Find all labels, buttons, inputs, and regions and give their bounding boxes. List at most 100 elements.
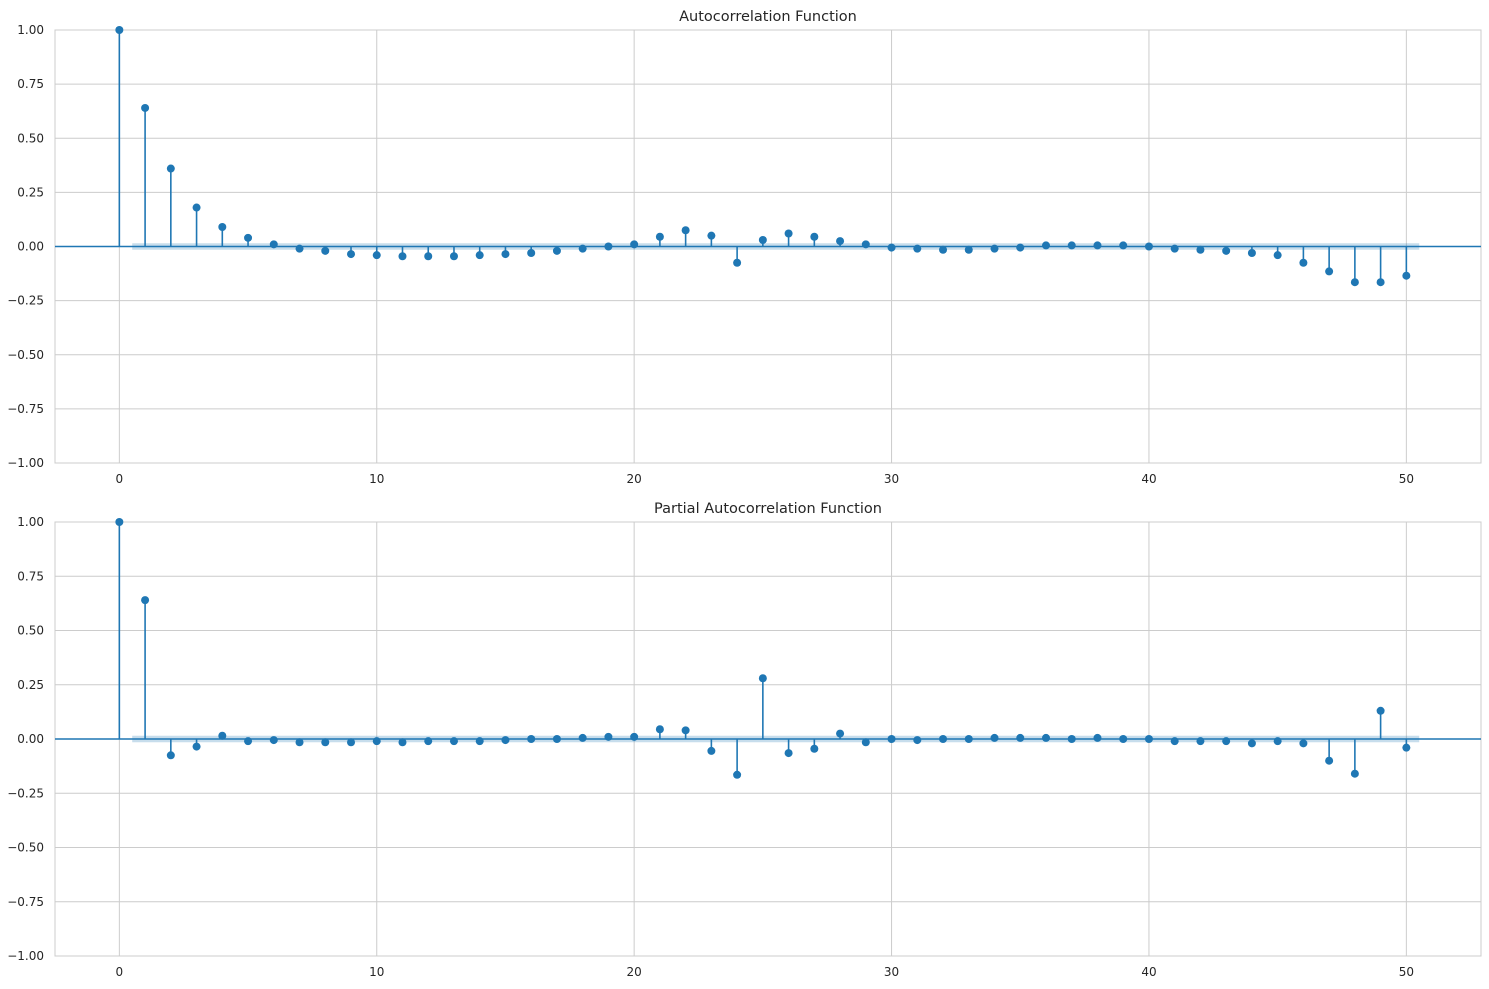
pacf-xtick-label: 0 bbox=[116, 965, 124, 979]
acf-marker-lag-5 bbox=[244, 233, 253, 242]
acf-marker-lag-46 bbox=[1299, 258, 1308, 267]
acf-marker-lag-8 bbox=[321, 246, 330, 255]
pacf-marker-lag-8 bbox=[321, 738, 330, 747]
pacf-marker-lag-6 bbox=[269, 736, 278, 745]
acf-ytick-label: −0.25 bbox=[7, 294, 44, 308]
pacf-marker-lag-31 bbox=[913, 736, 922, 745]
acf-marker-lag-9 bbox=[347, 250, 356, 259]
acf-xtick-label: 0 bbox=[116, 472, 124, 486]
pacf-marker-lag-35 bbox=[1016, 733, 1025, 742]
pacf-marker-lag-25 bbox=[758, 674, 767, 683]
pacf-marker-lag-41 bbox=[1170, 737, 1179, 746]
acf-marker-lag-45 bbox=[1273, 251, 1282, 260]
pacf-panel: 1.00 0.75 0.50 0.25 0.00 −0.25 −0.50 −0.75 −1.00… bbox=[7, 501, 1482, 979]
acf-marker-lag-22 bbox=[681, 226, 690, 235]
acf-marker-lag-12 bbox=[424, 252, 433, 261]
pacf-marker-lag-36 bbox=[1041, 733, 1050, 742]
pacf-marker-lag-26 bbox=[784, 749, 793, 758]
pacf-xtick-label: 10 bbox=[369, 965, 384, 979]
acf-marker-lag-1 bbox=[141, 103, 150, 112]
acf-marker-lag-41 bbox=[1170, 244, 1179, 253]
pacf-marker-lag-23 bbox=[707, 746, 716, 755]
acf-marker-lag-43 bbox=[1222, 246, 1231, 255]
acf-ytick-label: −0.50 bbox=[7, 348, 44, 362]
pacf-marker-lag-39 bbox=[1119, 735, 1128, 743]
acf-marker-lag-44 bbox=[1247, 248, 1256, 257]
acf-marker-lag-49 bbox=[1376, 278, 1385, 287]
pacf-marker-lag-3 bbox=[192, 742, 201, 751]
acf-marker-lag-28 bbox=[836, 237, 845, 246]
pacf-ytick-label: 0.25 bbox=[17, 678, 44, 692]
pacf-title: Partial Autocorrelation Function bbox=[654, 501, 882, 517]
acf-marker-lag-13 bbox=[449, 252, 458, 261]
acf-marker-lag-50 bbox=[1402, 271, 1411, 280]
pacf-marker-lag-2 bbox=[166, 751, 175, 760]
acf-marker-lag-32 bbox=[939, 245, 948, 254]
acf-marker-lag-27 bbox=[810, 232, 819, 241]
pacf-marker-lag-5 bbox=[244, 737, 253, 746]
pacf-marker-lag-43 bbox=[1222, 737, 1231, 746]
pacf-marker-lag-4 bbox=[218, 731, 227, 740]
acf-xtick-label: 40 bbox=[1141, 472, 1156, 486]
pacf-marker-lag-24 bbox=[733, 770, 742, 779]
pacf-marker-lag-45 bbox=[1273, 737, 1282, 746]
acf-title: Autocorrelation Function bbox=[679, 9, 857, 25]
acf-marker-lag-16 bbox=[527, 248, 536, 257]
acf-ytick-label: 0.25 bbox=[17, 185, 44, 199]
pacf-marker-lag-32 bbox=[939, 735, 948, 743]
pacf-marker-lag-13 bbox=[449, 737, 458, 746]
pacf-marker-lag-18 bbox=[578, 733, 587, 742]
acf-marker-lag-38 bbox=[1093, 241, 1102, 250]
pacf-marker-lag-0 bbox=[115, 518, 124, 526]
pacf-ytick-label: 0.75 bbox=[17, 569, 44, 583]
acf-marker-lag-0 bbox=[115, 26, 124, 34]
acf-marker-lag-17 bbox=[552, 246, 561, 255]
pacf-marker-lag-44 bbox=[1247, 739, 1256, 748]
acf-xtick-label: 20 bbox=[627, 472, 642, 486]
pacf-xtick-label: 30 bbox=[884, 965, 899, 979]
pacf-marker-lag-12 bbox=[424, 737, 433, 746]
acf-marker-lag-30 bbox=[887, 243, 896, 252]
acf-marker-lag-29 bbox=[861, 240, 870, 249]
acf-marker-lag-2 bbox=[166, 164, 175, 173]
acf-xtick-label: 50 bbox=[1399, 472, 1414, 486]
pacf-marker-lag-15 bbox=[501, 736, 510, 745]
pacf-marker-lag-33 bbox=[964, 735, 973, 743]
acf-marker-lag-7 bbox=[295, 244, 304, 253]
acf-marker-lag-25 bbox=[758, 236, 767, 245]
pacf-marker-lag-37 bbox=[1067, 735, 1076, 743]
pacf-marker-lag-20 bbox=[630, 732, 639, 741]
acf-marker-lag-4 bbox=[218, 223, 227, 232]
pacf-xtick-label: 50 bbox=[1399, 965, 1414, 979]
acf-marker-lag-23 bbox=[707, 231, 716, 240]
pacf-ytick-label: −0.75 bbox=[7, 895, 44, 909]
pacf-marker-lag-14 bbox=[475, 737, 484, 746]
acf-ytick-label: 0.00 bbox=[17, 240, 44, 254]
acf-marker-lag-40 bbox=[1144, 242, 1153, 251]
pacf-ytick-label: 1.00 bbox=[17, 515, 44, 529]
acf-marker-lag-33 bbox=[964, 245, 973, 254]
pacf-marker-lag-50 bbox=[1402, 743, 1411, 752]
pacf-marker-lag-46 bbox=[1299, 739, 1308, 748]
pacf-ytick-label: 0.50 bbox=[17, 624, 44, 638]
acf-marker-lag-37 bbox=[1067, 241, 1076, 250]
acf-marker-lag-39 bbox=[1119, 241, 1128, 250]
acf-marker-lag-10 bbox=[372, 251, 381, 260]
pacf-marker-lag-21 bbox=[655, 725, 664, 734]
acf-marker-lag-18 bbox=[578, 244, 587, 253]
pacf-marker-lag-38 bbox=[1093, 733, 1102, 742]
pacf-marker-lag-34 bbox=[990, 733, 999, 742]
acf-marker-lag-34 bbox=[990, 244, 999, 253]
pacf-marker-lag-10 bbox=[372, 737, 381, 746]
acf-marker-lag-26 bbox=[784, 229, 793, 238]
pacf-marker-lag-22 bbox=[681, 726, 690, 735]
acf-marker-lag-35 bbox=[1016, 243, 1025, 252]
pacf-ytick-label: 0.00 bbox=[17, 732, 44, 746]
acf-ytick-label: 0.75 bbox=[17, 77, 44, 91]
acf-ytick-label: 0.50 bbox=[17, 131, 44, 145]
pacf-marker-lag-19 bbox=[604, 732, 613, 741]
acf-ytick-label: −0.75 bbox=[7, 402, 44, 416]
acf-marker-lag-14 bbox=[475, 251, 484, 260]
acf-marker-lag-48 bbox=[1350, 278, 1359, 287]
acf-marker-lag-47 bbox=[1325, 267, 1334, 276]
